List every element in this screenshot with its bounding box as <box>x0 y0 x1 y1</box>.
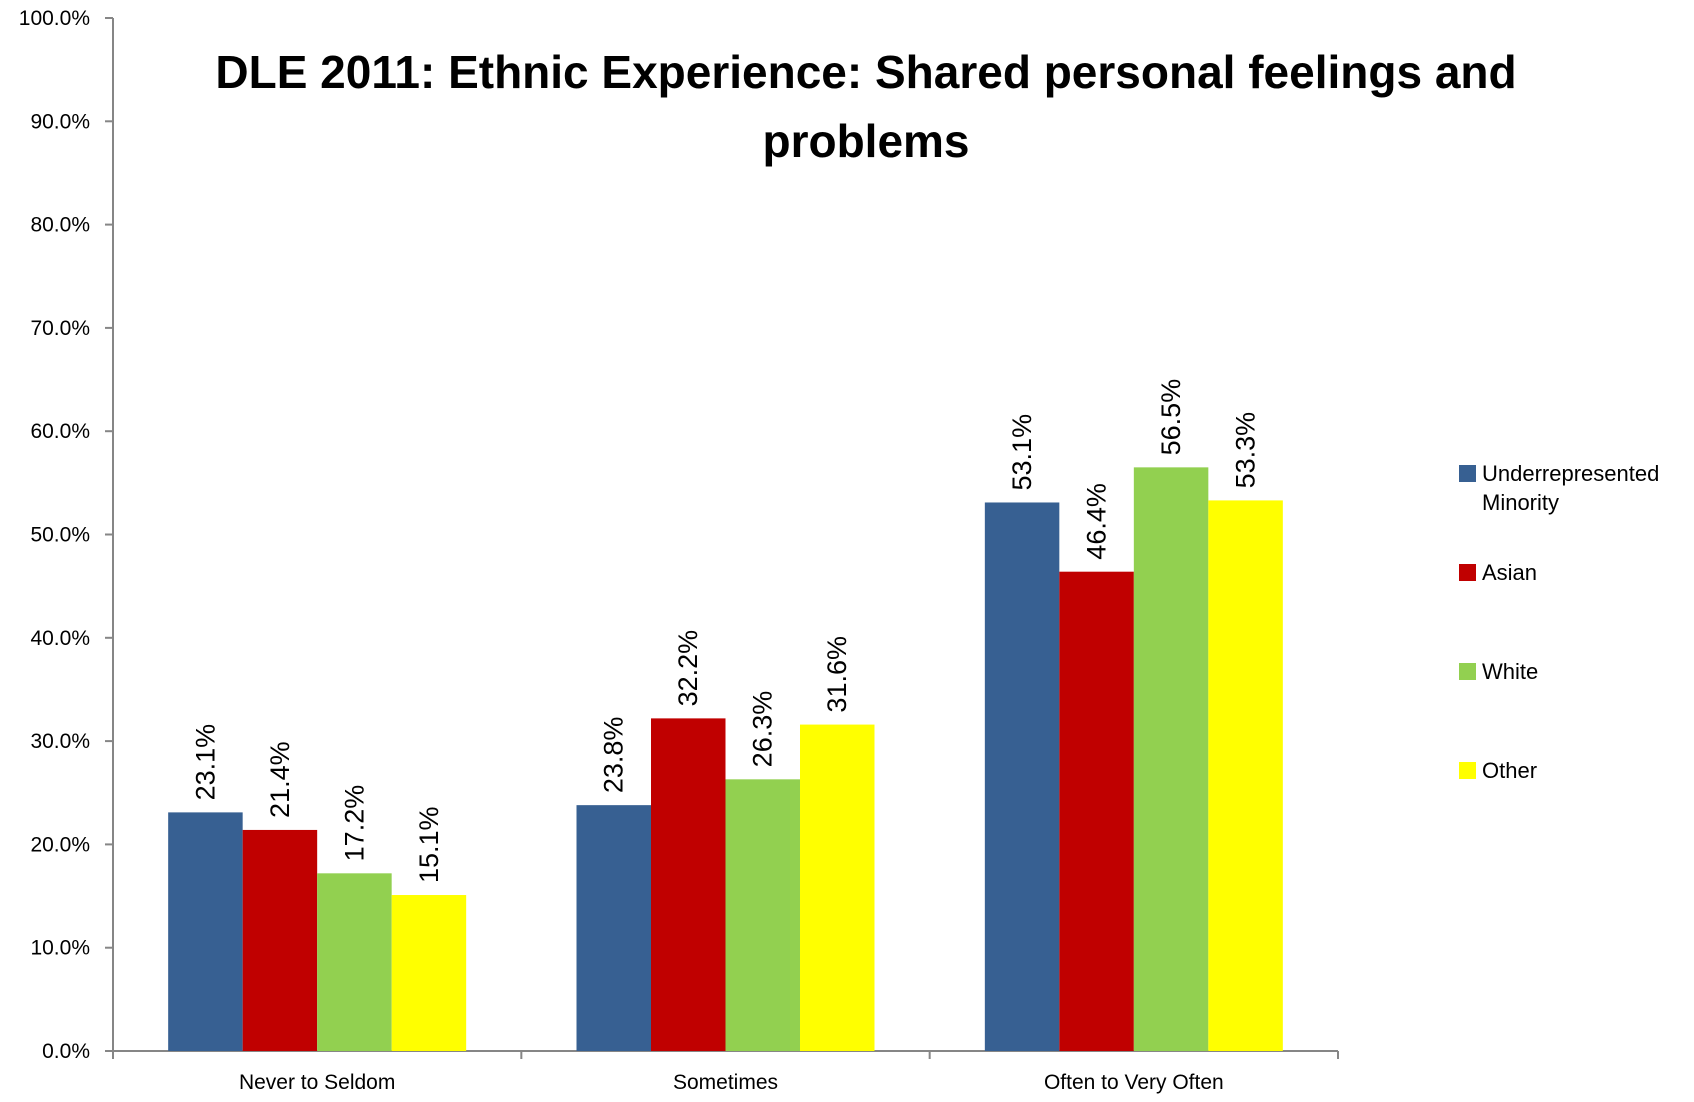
bar <box>1133 467 1209 1052</box>
y-tick-label: 70.0% <box>30 317 90 340</box>
y-tick-label: 40.0% <box>30 627 90 650</box>
data-label: 56.5% <box>1156 379 1186 456</box>
data-label: 46.4% <box>1082 483 1112 560</box>
data-label: 31.6% <box>822 636 852 713</box>
x-category-label: Sometimes <box>673 1071 778 1094</box>
bar <box>168 812 243 1051</box>
y-tick-label: 60.0% <box>30 420 90 443</box>
chart-title: DLE 2011: Ethnic Experience: Shared pers… <box>215 46 1516 167</box>
data-label: 23.8% <box>599 717 629 794</box>
data-label: 23.1% <box>190 724 220 801</box>
data-label: 32.2% <box>673 630 703 707</box>
y-tick-label: 90.0% <box>30 110 90 133</box>
legend-label: Minority <box>1482 490 1559 515</box>
legend-label: Underrepresented <box>1482 461 1659 486</box>
legend-label: Other <box>1482 758 1537 783</box>
bar <box>800 724 875 1051</box>
legend: Underrepresented Minority Asian White Other <box>1459 461 1659 783</box>
legend-swatch <box>1459 663 1476 680</box>
bar <box>1059 571 1134 1051</box>
bar <box>242 829 318 1051</box>
y-tick-label: 100.0% <box>19 7 90 30</box>
bar <box>984 502 1060 1051</box>
legend-label: White <box>1482 659 1538 684</box>
data-label-group: 23.1% 23.8% 53.1% 21.4% 32.2% 46.4% 17.2% 26.3%… <box>190 379 1260 883</box>
legend-swatch <box>1459 564 1476 581</box>
bar <box>1208 500 1283 1051</box>
chart-title-line: DLE 2011: Ethnic Experience: Shared pers… <box>215 46 1516 98</box>
y-tick-label: 50.0% <box>30 524 90 547</box>
data-label: 26.3% <box>748 691 778 768</box>
legend-label: Asian <box>1482 560 1537 585</box>
x-category-label: Never to Seldom <box>239 1071 395 1094</box>
chart-title-line: problems <box>762 115 969 167</box>
bar <box>651 718 726 1051</box>
legend-swatch <box>1459 465 1476 482</box>
data-label: 53.1% <box>1007 414 1037 491</box>
y-tick-label: 0.0% <box>42 1040 90 1063</box>
y-axis: 0.0% 10.0% 20.0% 30.0% 40.0% 50.0% 60.0% 70.0% 8… <box>19 7 114 1063</box>
legend-swatch <box>1459 762 1476 779</box>
data-label: 15.1% <box>414 806 444 883</box>
bar <box>317 873 392 1051</box>
bar-series-group <box>168 467 1283 1052</box>
data-label: 17.2% <box>339 785 369 862</box>
y-tick-label: 30.0% <box>30 730 90 753</box>
data-label: 53.3% <box>1231 412 1261 489</box>
data-label: 21.4% <box>265 741 295 818</box>
bar <box>391 895 467 1051</box>
y-tick-label: 80.0% <box>30 214 90 237</box>
bar <box>576 805 651 1051</box>
y-tick-label: 20.0% <box>30 833 90 856</box>
bar <box>725 779 800 1051</box>
y-tick-label: 10.0% <box>30 937 90 960</box>
x-axis: Never to Seldom Sometimes Often to Very Of… <box>112 1050 1339 1094</box>
x-category-label: Often to Very Often <box>1044 1071 1224 1094</box>
